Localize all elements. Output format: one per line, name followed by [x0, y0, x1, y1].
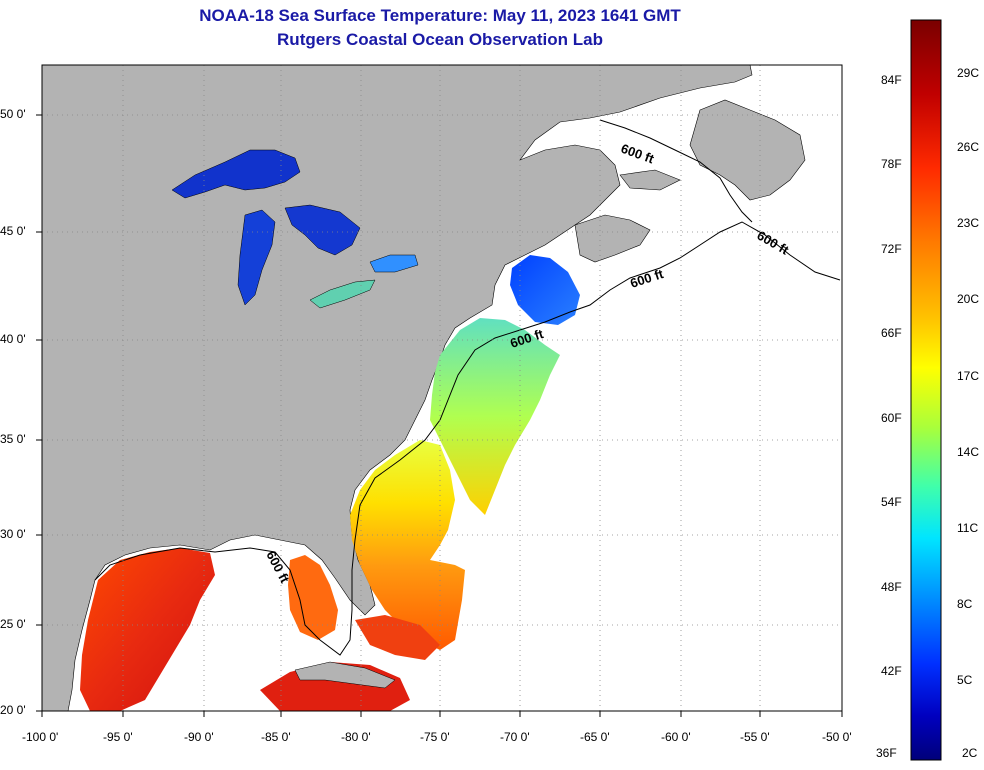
- lat-label: 20 0': [0, 703, 26, 717]
- lon-label: -60 0': [661, 730, 691, 744]
- colorbar-label-fahrenheit: 54F: [881, 495, 902, 509]
- colorbar-label-celsius: 26C: [957, 140, 980, 154]
- colorbar-label-fahrenheit: 60F: [881, 411, 902, 425]
- lat-label: 25 0': [0, 617, 26, 631]
- land-north-america: [42, 65, 753, 711]
- colorbar: [910, 19, 942, 761]
- sst-bahamas: [355, 615, 440, 660]
- lat-label: 40 0': [0, 332, 26, 346]
- lon-label: -100 0': [22, 730, 59, 744]
- lon-label: -75 0': [420, 730, 450, 744]
- sst-mid-atlantic: [430, 318, 560, 515]
- colorbar-label-celsius: 23C: [957, 216, 980, 230]
- lat-label: 45 0': [0, 224, 26, 238]
- sst-gulf-of-mexico: [80, 548, 215, 711]
- lon-label: -55 0': [740, 730, 770, 744]
- lat-label: 35 0': [0, 432, 26, 446]
- lon-label: -80 0': [341, 730, 371, 744]
- isobath-600ft: [94, 221, 841, 656]
- colorbar-label-fahrenheit: 66F: [881, 326, 902, 340]
- chart-title: NOAA-18 Sea Surface Temperature: May 11,…: [199, 6, 681, 25]
- isobath-600ft-north: [599, 119, 753, 223]
- colorbar-label-celsius: 17C: [957, 369, 980, 383]
- chart-subtitle: Rutgers Coastal Ocean Observation Lab: [277, 30, 603, 49]
- colorbar-label-celsius: 2C: [962, 746, 978, 760]
- land-nova-scotia: [574, 214, 651, 263]
- colorbar-label-fahrenheit: 48F: [881, 580, 902, 594]
- colorbar-label-celsius: 14C: [957, 445, 980, 459]
- map-frame: [41, 64, 843, 712]
- lon-label: -65 0': [580, 730, 610, 744]
- colorbar-label-fahrenheit: 84F: [881, 73, 902, 87]
- sst-florida-shelf: [288, 555, 338, 640]
- lon-label: -85 0': [261, 730, 291, 744]
- lake-ontario: [369, 254, 419, 273]
- colorbar-label-fahrenheit: 42F: [881, 664, 902, 678]
- lake-huron: [284, 204, 361, 256]
- lon-label: -50 0': [822, 730, 852, 744]
- land-anticosti: [619, 169, 681, 191]
- lat-label: 50 0': [0, 107, 26, 121]
- land-newfoundland: [689, 99, 806, 201]
- lon-label: -90 0': [184, 730, 214, 744]
- lon-label: -95 0': [103, 730, 133, 744]
- lat-label: 30 0': [0, 527, 26, 541]
- colorbar-label-celsius: 20C: [957, 292, 980, 306]
- sst-south-atlantic: [350, 440, 465, 650]
- colorbar-label-fahrenheit: 78F: [881, 157, 902, 171]
- colorbar-label-fahrenheit: 72F: [881, 242, 902, 256]
- sst-gulf-of-maine: [510, 255, 580, 325]
- colorbar-label-celsius: 11C: [957, 521, 979, 535]
- axis-ticks: [36, 114, 843, 717]
- graticule: [42, 65, 842, 711]
- lon-label: -70 0': [500, 730, 530, 744]
- colorbar-label-fahrenheit: 36F: [876, 746, 897, 760]
- lake-michigan: [237, 209, 276, 306]
- lake-erie: [309, 279, 376, 309]
- colorbar-label-celsius: 5C: [957, 673, 973, 687]
- colorbar-label-celsius: 8C: [957, 597, 973, 611]
- colorbar-label-celsius: 29C: [957, 66, 980, 80]
- land-cuba: [294, 661, 396, 689]
